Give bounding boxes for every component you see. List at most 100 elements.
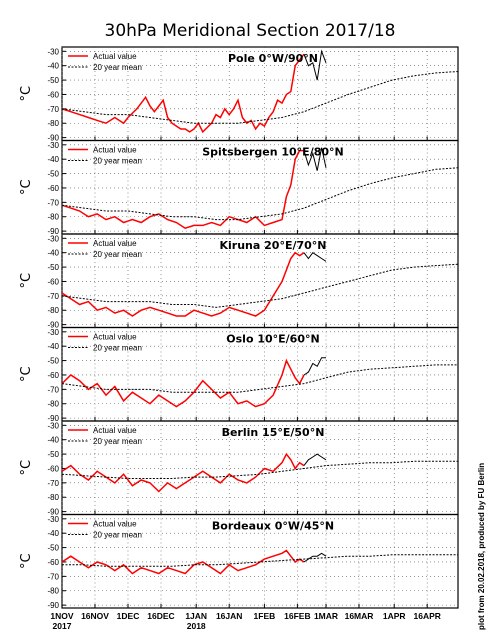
y-tick-label: -90 [47, 134, 59, 143]
panel-1: -30 -40 -50 -60 -70 -80 -90 °C Actual value 20 ye… [19, 139, 459, 236]
legend-actual-label: Actual value [93, 426, 137, 435]
y-tick-label: -40 [47, 155, 59, 164]
x-tick-label: 16APR [413, 611, 440, 621]
y-tick-label: -50 [47, 263, 59, 272]
x-tick-label: 1NOV [50, 611, 73, 621]
x-tick-label: 1MAR [314, 611, 338, 621]
panel-3: -30 -40 -50 -60 -70 -80 -90 °C Actual value 20 ye… [19, 326, 459, 423]
forecast-line [303, 252, 327, 262]
forecast-line [303, 453, 327, 466]
mean-line [61, 263, 459, 308]
panel-title: Oslo 10°E/60°N [226, 333, 319, 346]
y-axis-label: °C [19, 553, 34, 569]
x-tick-label: 16JAN [216, 611, 242, 621]
y-tick-label: -70 [47, 292, 59, 301]
y-tick-label: -80 [47, 400, 59, 409]
actual-value-line [61, 358, 305, 408]
y-tick-label: -60 [47, 277, 59, 286]
x-tick-label: 16NOV [81, 611, 109, 621]
y-tick-label: -80 [47, 213, 59, 222]
legend-mean-label: 20 year mean [93, 437, 142, 446]
legend-actual-label: Actual value [93, 52, 137, 61]
legend-mean-label: 20 year mean [93, 63, 142, 72]
y-tick-label: -50 [47, 76, 59, 85]
mean-line [61, 364, 458, 393]
panel-title: Pole 0°W/90°N [228, 52, 318, 65]
y-tick-label: -60 [47, 558, 59, 567]
panel-0: -30 -40 -50 -60 -70 -80 -90 °C Actual value 20 ye… [19, 46, 459, 143]
panels: -30 -40 -50 -60 -70 -80 -90 °C Actual value 20 ye… [19, 46, 459, 610]
mean-line [62, 554, 458, 567]
x-axis: 1NOV 16NOV 1DEC 16DEC 1JAN 16JAN 1FEB 16FEB 1MAR… [50, 611, 440, 631]
y-tick-label: -50 [47, 450, 59, 459]
credit-text: plot from 20.02.2018, produced by FU Ber… [477, 463, 486, 630]
y-tick-label: -30 [47, 47, 59, 56]
y-tick-label: -90 [47, 601, 59, 610]
legend-actual-label: Actual value [93, 333, 137, 342]
x-tick-label: 1APR [383, 611, 406, 621]
y-tick-label: -40 [47, 62, 59, 71]
forecast-line [303, 357, 326, 376]
panel-title: Bordeaux 0°W/45°N [212, 520, 334, 533]
y-tick-label: -90 [47, 227, 59, 236]
y-tick-label: -50 [47, 544, 59, 553]
x-year-label: 2017 [53, 621, 72, 631]
x-tick-label: 16DEC [147, 611, 174, 621]
panel-2: -30 -40 -50 -60 -70 -80 -90 °C Actual value 20 ye… [19, 233, 459, 330]
panel-title: Berlin 15°E/50°N [222, 426, 325, 439]
y-tick-label: -60 [47, 371, 59, 380]
chart-title: 30hPa Meridional Section 2017/18 [105, 21, 396, 41]
x-tick-label: 16MAR [345, 611, 374, 621]
x-year-label: 2018 [187, 621, 206, 631]
y-axis-label: °C [19, 273, 34, 289]
mean-line [61, 167, 459, 221]
y-tick-label: -40 [47, 249, 59, 258]
actual-value-line [61, 251, 305, 317]
x-tick-label: 16FEB [284, 611, 310, 621]
forecast-line [303, 49, 327, 81]
actual-value-line [61, 149, 304, 230]
y-tick-label: -40 [47, 342, 59, 351]
y-tick-label: -50 [47, 170, 59, 179]
y-tick-label: -90 [47, 508, 59, 517]
mean-line [61, 71, 459, 124]
legend-mean-label: 20 year mean [93, 250, 142, 259]
panel-title: Kiruna 20°E/70°N [220, 239, 327, 252]
y-tick-label: -70 [47, 105, 59, 114]
y-tick-label: -30 [47, 515, 59, 524]
forecast-line [303, 552, 327, 563]
y-tick-label: -60 [47, 184, 59, 193]
x-tick-label: 1JAN [185, 611, 207, 621]
y-axis-label: °C [19, 460, 34, 476]
y-axis-label: °C [19, 366, 34, 382]
panel-5: -30 -40 -50 -60 -70 -80 -90 °C Actual value 20 ye… [19, 513, 459, 610]
y-tick-label: -80 [47, 493, 59, 502]
forecast-line [303, 147, 327, 171]
y-tick-label: -50 [47, 357, 59, 366]
actual-value-line [61, 452, 305, 493]
y-tick-label: -70 [47, 572, 59, 581]
y-tick-label: -80 [47, 587, 59, 596]
y-tick-label: -70 [47, 198, 59, 207]
legend-actual-label: Actual value [93, 239, 137, 248]
x-tick-label: 1DEC [117, 611, 140, 621]
y-tick-label: -60 [47, 90, 59, 99]
legend-mean-label: 20 year mean [93, 157, 142, 166]
y-tick-label: -80 [47, 119, 59, 128]
actual-value-line [61, 549, 305, 575]
y-tick-label: -90 [47, 414, 59, 423]
y-tick-label: -40 [47, 436, 59, 445]
y-tick-label: -60 [47, 464, 59, 473]
legend-actual-label: Actual value [93, 146, 137, 155]
y-tick-label: -90 [47, 321, 59, 330]
x-tick-label: 1FEB [254, 611, 276, 621]
y-tick-label: -30 [47, 234, 59, 243]
y-tick-label: -80 [47, 306, 59, 315]
legend-actual-label: Actual value [93, 520, 137, 529]
panel-title: Spitsbergen 10°E/80°N [202, 146, 343, 159]
y-tick-label: -40 [47, 529, 59, 538]
y-tick-label: -70 [47, 479, 59, 488]
y-tick-label: -30 [47, 328, 59, 337]
legend-mean-label: 20 year mean [93, 531, 142, 540]
